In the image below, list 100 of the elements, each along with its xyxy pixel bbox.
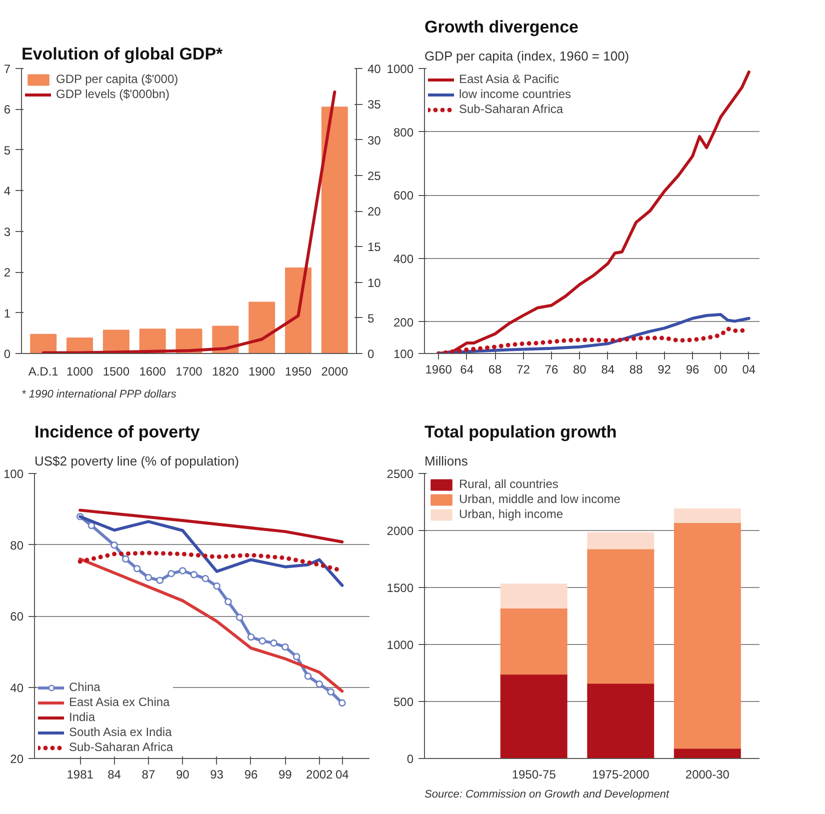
- x-tick-label: 90: [176, 768, 190, 782]
- x-tick-label: 87: [142, 768, 156, 782]
- x-tick-label: 76: [544, 362, 558, 376]
- x-tick-label: 1500: [102, 364, 130, 378]
- bar: [674, 522, 741, 749]
- point: [202, 574, 210, 582]
- point: [168, 570, 175, 578]
- bar: [500, 608, 568, 675]
- x-tick-label: 1900: [248, 364, 276, 378]
- point: [122, 555, 130, 563]
- y-tick-label: 6: [4, 102, 11, 117]
- x-tick-label: 1000: [66, 364, 94, 378]
- bar: [30, 334, 57, 354]
- x-tick-label: 1950-75: [512, 768, 556, 782]
- y-tick-label: 200: [393, 315, 414, 330]
- legend-label: Rural, all countries: [459, 477, 558, 491]
- bar: [587, 548, 654, 684]
- y2-tick-label: 5: [368, 311, 374, 326]
- x-tick-label: 92: [658, 362, 672, 376]
- legend-label: low income countries: [459, 87, 572, 101]
- bar: [321, 106, 348, 354]
- x-tick-label: 68: [488, 362, 502, 376]
- legend-label: Urban, middle and low income: [459, 492, 620, 506]
- legend-label: India: [69, 710, 96, 724]
- y-tick-label: 3: [4, 224, 11, 239]
- legend-label: East Asia ex China: [69, 695, 170, 709]
- x-tick-label: 1600: [139, 364, 166, 378]
- y2-tick-label: 30: [368, 133, 382, 148]
- chart-subtitle: US$2 poverty line (% of population): [34, 454, 240, 468]
- x-tick-label: 84: [601, 362, 615, 376]
- y-tick-label: 4: [4, 184, 11, 198]
- y2-tick-label: 10: [368, 276, 382, 290]
- point: [327, 688, 334, 696]
- y2-tick-label: 40: [368, 62, 382, 76]
- point: [178, 567, 186, 574]
- chart-title: Growth divergence: [424, 18, 578, 36]
- legend-label: Sub-Saharan Africa: [459, 102, 564, 116]
- x-tick-label: A.D.1: [28, 364, 59, 378]
- point: [304, 672, 312, 680]
- bar: [284, 268, 312, 354]
- x-tick-label: 1981: [66, 768, 94, 782]
- point: [270, 639, 278, 647]
- x-tick-label: 1975-2000: [592, 768, 650, 782]
- legend-label: South Asia ex India: [69, 725, 172, 739]
- y2-tick-label: 15: [368, 240, 382, 254]
- point: [88, 522, 96, 530]
- x-tick-label: 96: [686, 362, 700, 376]
- chart-title: Incidence of poverty: [34, 422, 200, 442]
- line-series: [42, 90, 336, 354]
- y-tick-label: 7: [4, 62, 11, 76]
- x-tick-label: 93: [210, 768, 224, 782]
- y-tick-label: 100: [393, 347, 414, 361]
- bar: [248, 302, 276, 354]
- x-tick-label: 99: [278, 768, 292, 782]
- legend-label: China: [69, 680, 100, 694]
- y2-tick-label: 0: [368, 347, 374, 361]
- x-tick-label: 84: [108, 768, 122, 782]
- bar: [587, 532, 654, 550]
- point: [236, 614, 244, 622]
- x-tick-label: 88: [629, 362, 644, 376]
- legend-label: Urban, high income: [459, 507, 564, 521]
- y-tick-label: 0: [406, 752, 414, 766]
- bar: [500, 674, 568, 758]
- legend-label: GDP per capita ($'000): [56, 72, 178, 86]
- y2-tick-label: 35: [368, 98, 382, 112]
- point: [292, 652, 300, 660]
- x-tick-label: 72: [516, 362, 530, 376]
- point: [110, 541, 118, 549]
- x-tick-label: 2000: [321, 364, 348, 378]
- x-tick-label: 04: [335, 768, 350, 782]
- source-note: Source: Commission on Growth and Development: [424, 788, 670, 800]
- text: * 1990 international PPP dollars: [22, 388, 177, 400]
- y-tick-label: 2: [4, 266, 11, 280]
- y-tick-label: 600: [393, 188, 414, 203]
- y-tick-label: 1500: [386, 581, 414, 595]
- chart-title: Evolution of global GDP*: [22, 44, 224, 64]
- point: [224, 598, 232, 606]
- x-tick-label: 80: [572, 362, 587, 376]
- y-tick-label: 800: [393, 125, 414, 140]
- chart-title: Total population growth: [424, 422, 617, 442]
- x-tick-label: 00: [714, 362, 728, 376]
- y-tick-label: 20: [10, 752, 24, 766]
- legend-label: Sub-Saharan Africa: [69, 740, 174, 754]
- y-tick-label: 60: [10, 610, 24, 624]
- y-tick-label: 2500: [386, 467, 414, 481]
- point: [213, 582, 220, 590]
- x-tick-label: 04: [742, 362, 756, 376]
- point: [133, 564, 141, 572]
- legend-label: East Asia & Pacific: [459, 72, 560, 86]
- x-tick-label: 96: [244, 768, 258, 782]
- y-tick-label: 40: [10, 680, 24, 695]
- point: [156, 576, 164, 584]
- y2-tick-label: 25: [368, 168, 382, 183]
- x-tick-label: 2000-30: [685, 768, 730, 782]
- y-tick-label: 80: [10, 538, 24, 552]
- point: [316, 680, 324, 688]
- bar: [500, 584, 568, 609]
- y2-tick-label: 20: [368, 204, 382, 218]
- y-tick-label: 5: [4, 143, 11, 158]
- x-tick-label: 2002: [306, 768, 334, 782]
